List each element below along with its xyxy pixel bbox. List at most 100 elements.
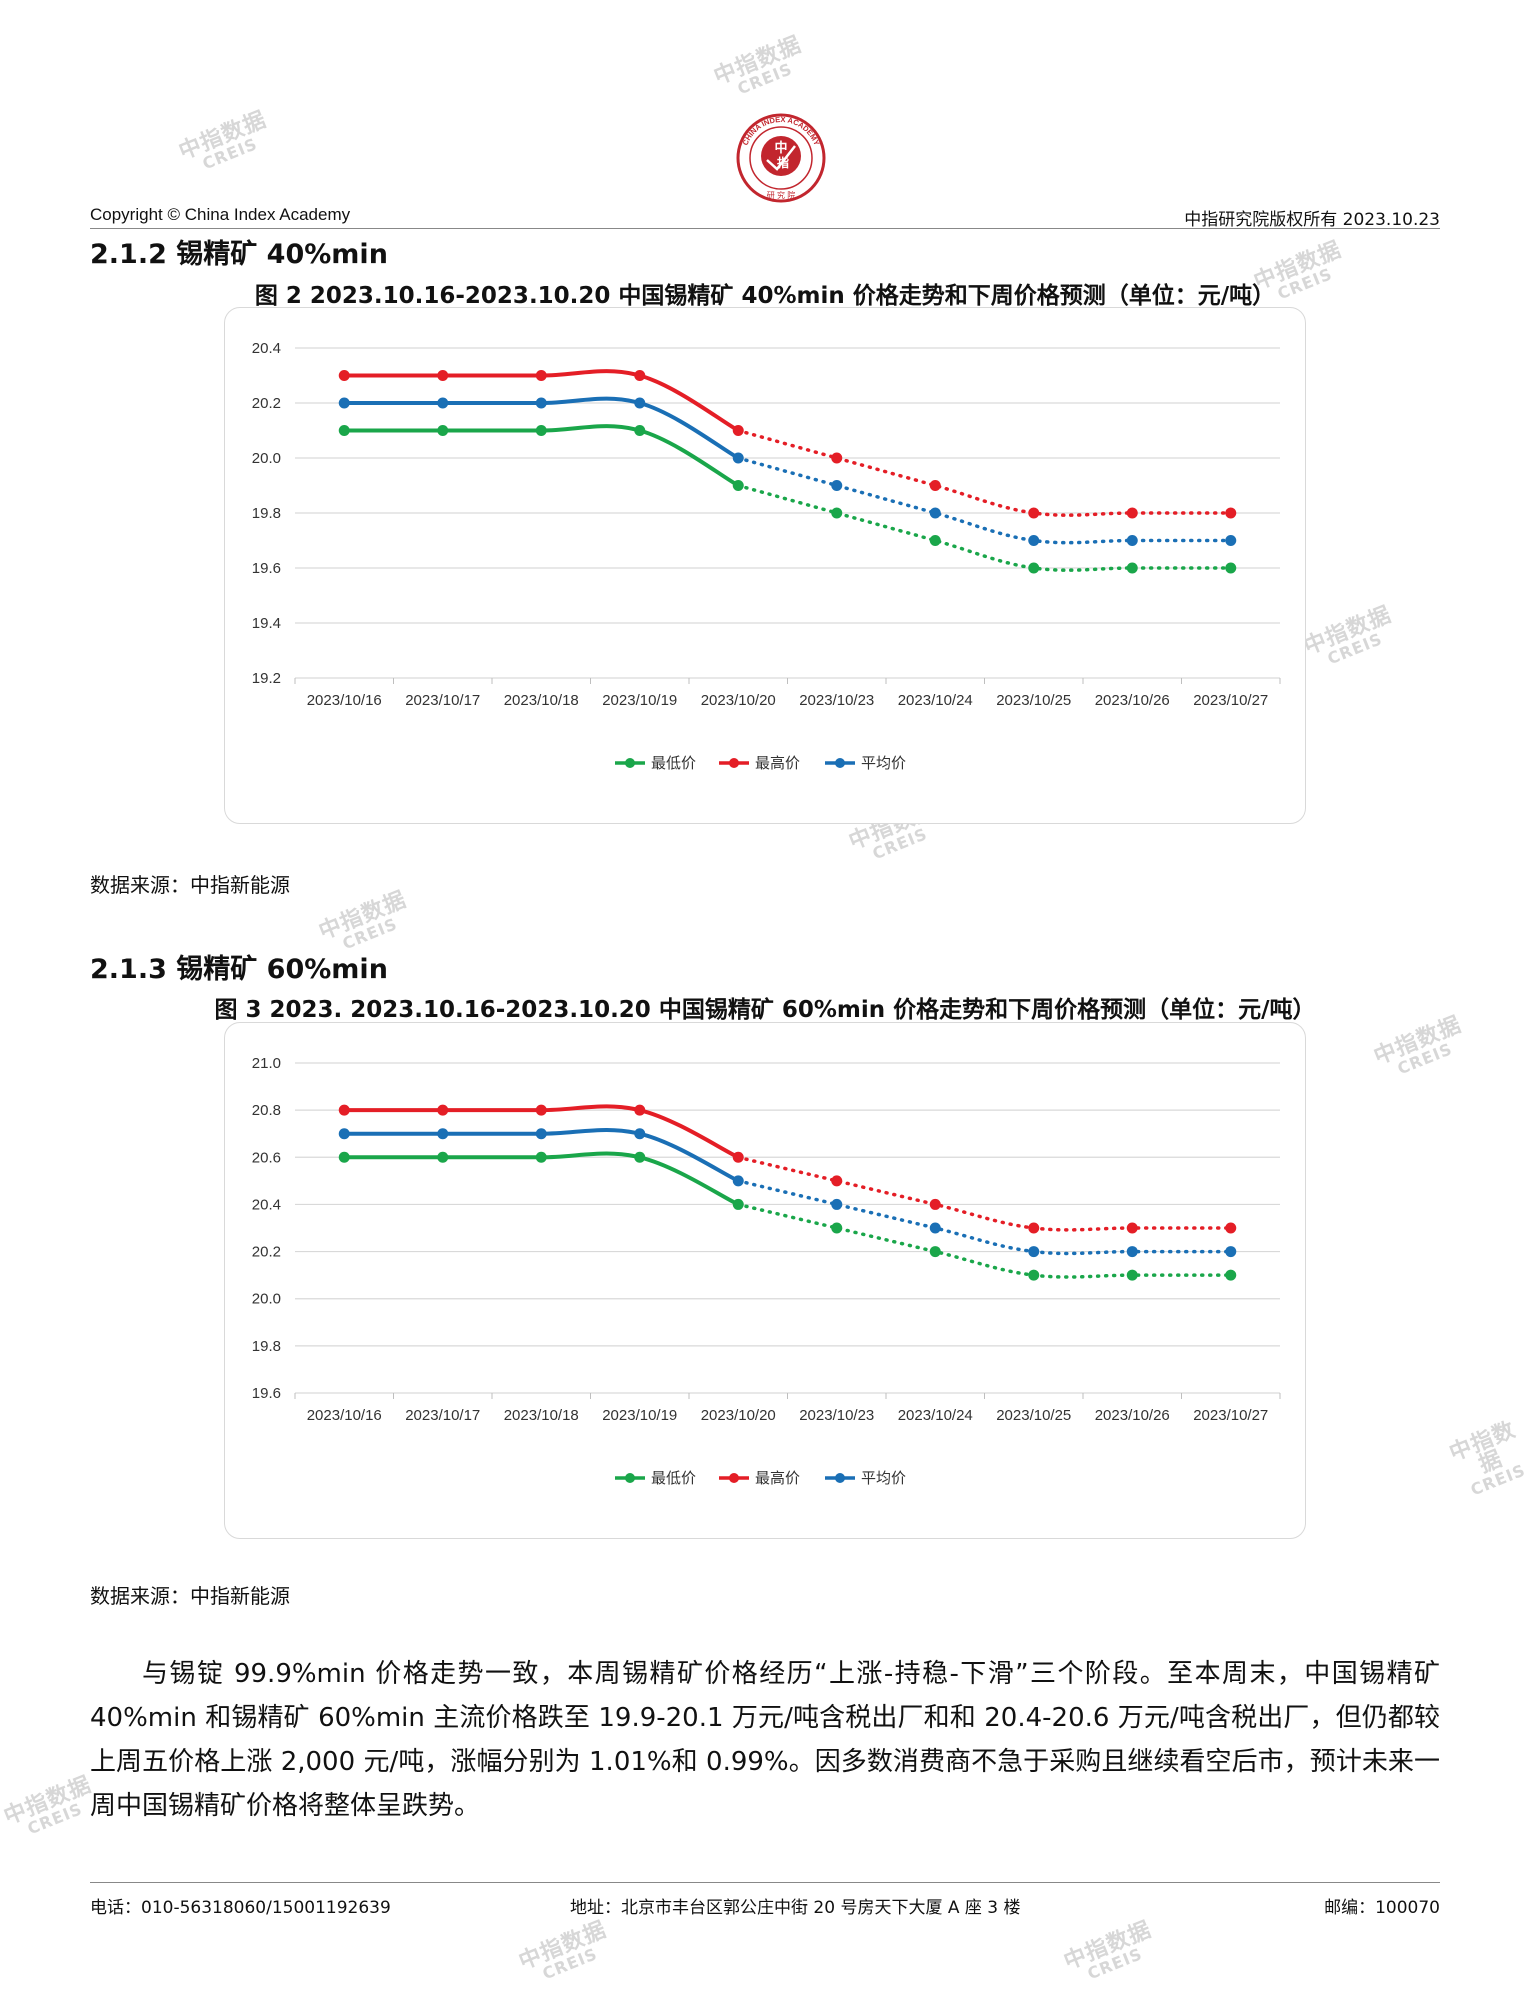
data-point: [338, 1104, 350, 1116]
copyright-text: Copyright © China Index Academy: [90, 205, 351, 224]
data-point: [437, 425, 449, 436]
data-point: [535, 1104, 547, 1116]
legend-marker: [729, 1473, 739, 1483]
header-divider: [90, 228, 1440, 229]
x-tick-label: 2023/10/27: [1193, 1407, 1268, 1424]
footer-phone: 电话：010-56318060/15001192639: [90, 1898, 391, 1918]
data-point: [831, 1175, 843, 1187]
x-tick-label: 2023/10/26: [1095, 692, 1170, 709]
y-tick-label: 20.4: [252, 340, 281, 357]
data-point: [535, 370, 547, 381]
data-point: [732, 1175, 744, 1187]
data-point: [437, 1151, 449, 1163]
x-tick-label: 2023/10/24: [898, 692, 973, 709]
header-right-text: 中指研究院版权所有 2023.10.23: [1184, 210, 1440, 230]
data-point: [1028, 1269, 1040, 1281]
x-tick-label: 2023/10/27: [1193, 692, 1268, 709]
data-point: [831, 480, 843, 491]
legend-marker: [835, 758, 845, 768]
data-point: [634, 1151, 646, 1163]
data-point: [929, 1198, 941, 1210]
legend-label: 最低价: [651, 1470, 696, 1487]
y-tick-label: 20.8: [252, 1102, 281, 1119]
x-tick-label: 2023/10/19: [602, 1407, 677, 1424]
footer-postcode: 邮编：100070: [1324, 1898, 1440, 1918]
y-tick-label: 20.0: [252, 1291, 281, 1308]
section-title-40: 2.1.2 锡精矿 40%min: [90, 239, 388, 270]
data-point: [634, 1104, 646, 1116]
x-tick-label: 2023/10/20: [701, 1407, 776, 1424]
legend-marker: [625, 1473, 635, 1483]
series-line-forecast: [736, 456, 1233, 545]
data-source-2: 数据来源：中指新能源: [90, 1584, 290, 1608]
y-tick-label: 19.6: [252, 560, 281, 577]
y-tick-label: 20.2: [252, 1244, 281, 1261]
data-point: [437, 397, 449, 409]
x-tick-label: 2023/10/26: [1095, 1407, 1170, 1424]
data-point: [338, 1151, 350, 1163]
data-point: [338, 1128, 350, 1140]
y-tick-label: 20.0: [252, 450, 281, 467]
svg-text:中: 中: [774, 140, 787, 155]
data-point: [1028, 562, 1040, 574]
data-point: [1126, 535, 1138, 546]
data-point: [732, 1151, 744, 1163]
data-point: [1028, 507, 1040, 519]
footer-divider: [90, 1882, 1440, 1883]
x-tick-label: 2023/10/16: [307, 1407, 382, 1424]
svg-text:研 究 院: 研 究 院: [767, 190, 795, 200]
y-tick-label: 19.6: [252, 1385, 281, 1402]
section-title-60: 2.1.3 锡精矿 60%min: [90, 954, 388, 985]
data-point: [535, 1128, 547, 1140]
data-point: [732, 452, 744, 464]
y-tick-label: 21.0: [252, 1055, 281, 1072]
data-point: [535, 397, 547, 409]
data-point: [1028, 535, 1040, 546]
data-point: [338, 370, 350, 381]
data-point: [1126, 562, 1138, 574]
series-line-forecast: [736, 428, 1233, 517]
data-point: [1126, 1246, 1138, 1258]
legend-marker: [625, 758, 635, 768]
data-point: [1225, 535, 1237, 546]
data-point: [338, 397, 350, 409]
x-tick-label: 2023/10/20: [701, 692, 776, 709]
data-point: [831, 1222, 843, 1234]
legend-label: 平均价: [861, 755, 906, 772]
data-point: [1126, 1222, 1138, 1234]
data-point: [831, 507, 843, 519]
figure-caption-3: 图 3 2023. 2023.10.16-2023.10.20 中国锡精矿 60…: [214, 997, 1316, 1023]
data-point: [831, 1198, 843, 1210]
y-tick-label: 20.2: [252, 395, 281, 412]
data-point: [634, 370, 646, 381]
data-point: [1028, 1246, 1040, 1258]
series-line-forecast: [736, 1179, 1233, 1256]
data-point: [929, 1246, 941, 1258]
legend-label: 最高价: [755, 1470, 800, 1487]
data-point: [1225, 562, 1237, 574]
legend-marker: [835, 1473, 845, 1483]
legend: 最低价 最高价 平均价: [615, 755, 906, 772]
data-point: [634, 425, 646, 436]
x-tick-label: 2023/10/16: [307, 692, 382, 709]
x-tick-label: 2023/10/17: [405, 1407, 480, 1424]
series-line-forecast: [736, 1155, 1233, 1232]
data-point: [437, 1128, 449, 1140]
y-tick-label: 19.8: [252, 1338, 281, 1355]
data-point: [1225, 1269, 1237, 1281]
academy-logo: 中 指 研 究 院 CHINA INDEX ACADEMY: [735, 112, 827, 204]
data-point: [535, 1151, 547, 1163]
data-point: [929, 1222, 941, 1234]
x-tick-label: 2023/10/18: [504, 692, 579, 709]
x-tick-label: 2023/10/18: [504, 1407, 579, 1424]
data-point: [929, 507, 941, 519]
y-tick-label: 20.6: [252, 1149, 281, 1166]
data-point: [1028, 1222, 1040, 1234]
data-point: [437, 370, 449, 381]
plot-area: 19.2 19.4 19.6 19.8 20.0 20.2 20.4 2023/10/16 20…: [252, 340, 1281, 709]
series-line-forecast: [736, 483, 1233, 572]
